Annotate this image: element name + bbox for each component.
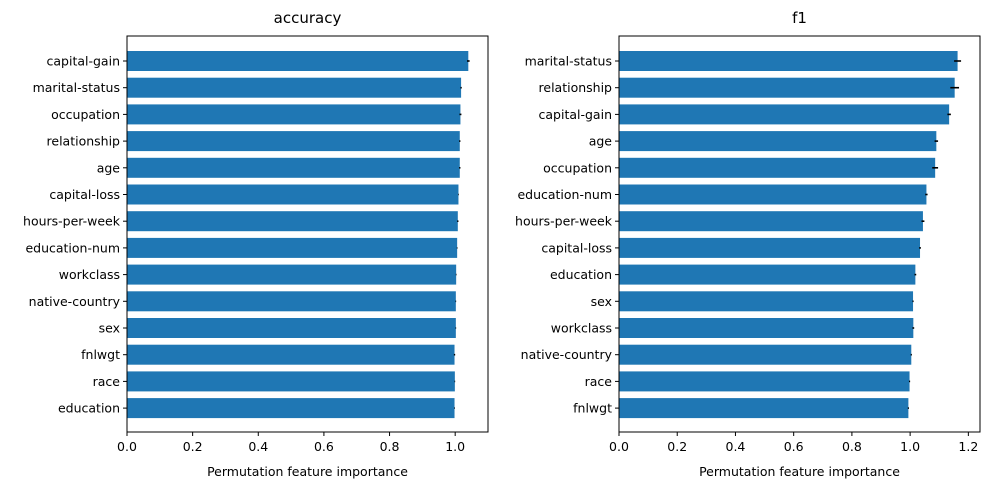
- y-tick-label: relationship: [47, 134, 121, 149]
- bar-relationship: [127, 131, 460, 152]
- bar-education: [127, 398, 455, 419]
- y-tick-label: education: [58, 401, 120, 416]
- x-axis-label: Permutation feature importance: [699, 464, 900, 479]
- bar-fnlwgt: [127, 344, 455, 365]
- chart-title: accuracy: [274, 9, 342, 27]
- axes-frame: [126, 35, 489, 433]
- x-axis-label: Permutation feature importance: [207, 464, 408, 479]
- y-tick-label: fnlwgt: [573, 401, 612, 416]
- bar-capital-loss: [127, 184, 459, 205]
- x-tick-label: 1.0: [900, 439, 920, 454]
- chart-title: f1: [792, 9, 807, 27]
- y-tick-label: native-country: [521, 347, 613, 362]
- y-tick-label: sex: [99, 321, 120, 336]
- y-tick-label: capital-gain: [47, 54, 120, 69]
- y-tick-label: workclass: [59, 267, 120, 282]
- errorbar-group: [453, 60, 470, 409]
- bar-hours-per-week: [619, 211, 923, 232]
- y-tick-label: education-num: [517, 187, 612, 202]
- bar-workclass: [127, 264, 457, 285]
- bar-education: [619, 264, 916, 285]
- y-tick-label: occupation: [543, 160, 612, 175]
- y-tick-label: capital-loss: [541, 240, 612, 255]
- bar-native-country: [127, 291, 456, 312]
- y-tick-label: hours-per-week: [23, 214, 121, 229]
- bar-sex: [619, 291, 914, 312]
- y-tick-label: fnlwgt: [81, 347, 120, 362]
- y-tick-label: race: [585, 374, 613, 389]
- x-tick-label: 0.0: [609, 439, 629, 454]
- y-tick-label: capital-gain: [539, 107, 612, 122]
- bar-age: [619, 131, 937, 152]
- x-tick-label: 0.8: [380, 439, 400, 454]
- y-tick-label: native-country: [29, 294, 121, 309]
- bar-fnlwgt: [619, 398, 909, 419]
- x-tick-label: 0.2: [667, 439, 687, 454]
- x-tick-labels: 0.0 0.2 0.4 0.6 0.8 1.0: [117, 432, 465, 454]
- axes-frame: [618, 35, 981, 433]
- bar-hours-per-week: [127, 211, 458, 232]
- bar-native-country: [619, 344, 912, 365]
- y-tick-label: occupation: [51, 107, 120, 122]
- subplot-accuracy: accuracy capital-gain marital-status occup…: [23, 9, 489, 479]
- bar-group: [127, 51, 469, 419]
- bar-race: [127, 371, 455, 392]
- y-tick-label: marital-status: [33, 80, 120, 95]
- x-tick-label: 0.4: [248, 439, 268, 454]
- bar-sex: [127, 318, 456, 338]
- x-tick-label: 1.2: [958, 439, 978, 454]
- y-tick-label: relationship: [539, 80, 613, 95]
- x-tick-label: 1.0: [445, 439, 465, 454]
- bar-occupation: [127, 104, 461, 125]
- x-tick-label: 0.6: [314, 439, 334, 454]
- y-tick-label: education: [550, 267, 612, 282]
- y-tick-label: workclass: [551, 321, 612, 336]
- bar-capital-loss: [619, 237, 921, 258]
- bar-occupation: [619, 157, 936, 178]
- y-tick-label: hours-per-week: [515, 214, 613, 229]
- y-tick-label: education-num: [25, 240, 120, 255]
- bar-marital-status: [127, 77, 462, 98]
- bar-group: [619, 51, 958, 419]
- x-tick-labels: 0.0 0.2 0.4 0.6 0.8 1.0 1.2: [609, 432, 978, 454]
- bar-relationship: [619, 77, 955, 98]
- y-tick-label: marital-status: [525, 54, 612, 69]
- x-tick-label: 0.4: [726, 439, 746, 454]
- y-tick-label: age: [97, 160, 121, 175]
- bar-marital-status: [619, 51, 958, 71]
- y-tick-label: race: [93, 374, 121, 389]
- x-tick-label: 0.0: [117, 439, 137, 454]
- x-tick-label: 0.8: [842, 439, 862, 454]
- bar-capital-gain: [619, 104, 950, 125]
- bar-education-num: [619, 184, 927, 205]
- errorbar-group: [907, 60, 962, 409]
- bar-capital-gain: [127, 51, 469, 71]
- y-tick-label: age: [589, 134, 613, 149]
- y-tick-labels: marital-status relationship capital-gain ag…: [515, 54, 619, 416]
- bar-race: [619, 371, 910, 392]
- bar-age: [127, 157, 460, 178]
- x-tick-label: 0.2: [183, 439, 203, 454]
- y-tick-label: sex: [591, 294, 612, 309]
- bar-education-num: [127, 237, 458, 258]
- subplot-f1: f1 marital-status relationship capital-gai…: [515, 9, 981, 479]
- y-tick-label: capital-loss: [49, 187, 120, 202]
- x-tick-label: 0.6: [784, 439, 804, 454]
- bar-workclass: [619, 318, 914, 338]
- y-tick-labels: capital-gain marital-status occupation rela…: [23, 54, 127, 416]
